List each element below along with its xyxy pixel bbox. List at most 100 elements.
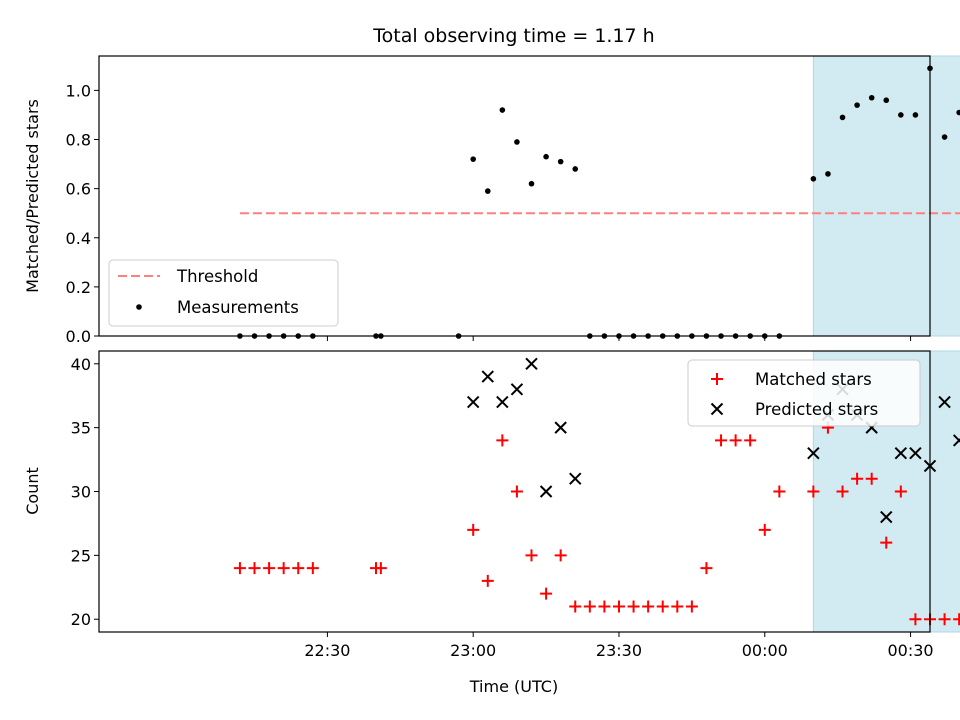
matched-star-point: [248, 562, 261, 575]
matched-star-point: [700, 562, 713, 575]
matched-star-point: [233, 562, 246, 575]
matched-star-point: [758, 523, 771, 536]
matched-star-point: [836, 485, 849, 498]
measurement-point: [956, 109, 960, 116]
matched-star-point: [744, 434, 757, 447]
y-tick-label: 40: [71, 355, 91, 374]
measurement-point: [898, 112, 904, 118]
matched-star-point: [277, 562, 290, 575]
measurement-point: [557, 158, 564, 165]
predicted-star-point: [525, 357, 538, 370]
measurement-point: [854, 102, 860, 108]
matched-star-point: [374, 562, 387, 575]
x-tick-label: 00:00: [742, 641, 788, 660]
matched-star-point: [953, 613, 960, 626]
legend-predicted-swatch: [710, 402, 724, 416]
matched-star-point: [540, 587, 553, 600]
measurement-point: [514, 139, 520, 145]
x-tick-label: 00:30: [888, 641, 934, 660]
measurement-point: [484, 188, 491, 194]
predicted-star-point: [938, 395, 951, 409]
legend-box: [108, 259, 339, 327]
measurement-point: [499, 107, 506, 113]
predicted-star-point: [952, 434, 960, 447]
predicted-star-point: [894, 446, 908, 460]
measurement-point: [941, 134, 948, 140]
matched-star-point: [909, 613, 922, 626]
matched-star-point: [685, 600, 698, 613]
predicted-star-point: [539, 485, 553, 498]
predicted-star-point: [510, 383, 524, 396]
top-legend: Threshold Measurements: [108, 259, 339, 327]
legend-predicted-label: Predicted stars: [755, 400, 878, 419]
matched-star-point: [467, 523, 480, 536]
y-tick-label: 0.8: [66, 131, 91, 150]
matched-star-point: [851, 472, 864, 485]
matched-star-point: [569, 600, 582, 613]
y-tick-label: 0.6: [66, 180, 91, 199]
matched-star-point: [642, 600, 655, 613]
top-axes: 0.0 0.2 0.4 0.6 0.8 1.0: [66, 55, 960, 346]
matched-star-point: [598, 600, 611, 613]
matched-star-point: [554, 549, 567, 562]
y-tick-label: 35: [71, 419, 91, 438]
matched-star-point: [715, 434, 728, 447]
top-y-axis-label: Matched/Predicted stars: [23, 99, 42, 293]
y-tick-label: 25: [71, 546, 91, 565]
measurement-point: [912, 112, 919, 118]
measurement-point: [883, 97, 890, 104]
measurement-point: [528, 180, 535, 187]
matched-star-point: [729, 434, 742, 447]
legend-measurements-swatch: [136, 304, 142, 310]
y-tick-label: 0.0: [66, 327, 91, 346]
axes-frame: [98, 350, 931, 633]
predicted-star-point: [569, 472, 582, 485]
predicted-star-point: [880, 510, 893, 524]
bottom-y-axis-label: Count: [23, 467, 42, 515]
measurement-point: [839, 114, 846, 121]
measurement-point: [810, 176, 817, 182]
matched-star-point: [671, 600, 684, 613]
measurement-point: [470, 156, 476, 162]
chart-title: Total observing time = 1.17 h: [372, 25, 654, 47]
legend-threshold-label: Threshold: [176, 267, 258, 286]
measurement-point: [572, 166, 579, 172]
matched-star-point: [627, 600, 640, 613]
matched-star-point: [612, 600, 625, 613]
bottom-x-axis-label: Time (UTC): [469, 677, 558, 696]
matched-star-point: [894, 485, 907, 498]
predicted-star-point: [481, 370, 494, 383]
matched-star-point: [656, 600, 669, 613]
measurement-point: [543, 153, 549, 160]
matched-star-point: [865, 472, 878, 485]
matched-star-point: [306, 562, 319, 575]
predicted-star-point: [554, 421, 567, 434]
matched-star-point: [510, 485, 523, 498]
matched-star-point: [481, 574, 494, 587]
matched-star-point: [880, 536, 893, 549]
axes-frame: [98, 55, 931, 337]
y-tick-label: 0.4: [66, 229, 91, 248]
x-tick-label: 23:30: [596, 641, 642, 660]
matched-star-point: [496, 434, 509, 447]
legend-measurements-label: Measurements: [177, 298, 299, 317]
x-tick-label: 22:30: [304, 641, 350, 660]
y-tick-label: 1.0: [66, 81, 91, 100]
matched-star-point: [773, 485, 786, 498]
matched-star-point: [263, 562, 276, 575]
matched-star-point: [583, 600, 596, 613]
matched-star-point: [525, 549, 538, 562]
y-tick-label: 30: [71, 483, 91, 502]
matched-star-point: [807, 485, 820, 498]
y-tick-label: 20: [71, 610, 91, 629]
matched-star-point: [938, 613, 951, 626]
legend-box: [687, 359, 921, 427]
y-tick-label: 0.2: [66, 278, 91, 297]
x-tick-label: 23:00: [450, 641, 496, 660]
measurement-point: [868, 94, 875, 101]
predicted-star-point: [466, 395, 480, 409]
predicted-star-point: [909, 446, 922, 460]
legend-matched-swatch: [711, 373, 723, 385]
predicted-star-point: [496, 395, 509, 409]
